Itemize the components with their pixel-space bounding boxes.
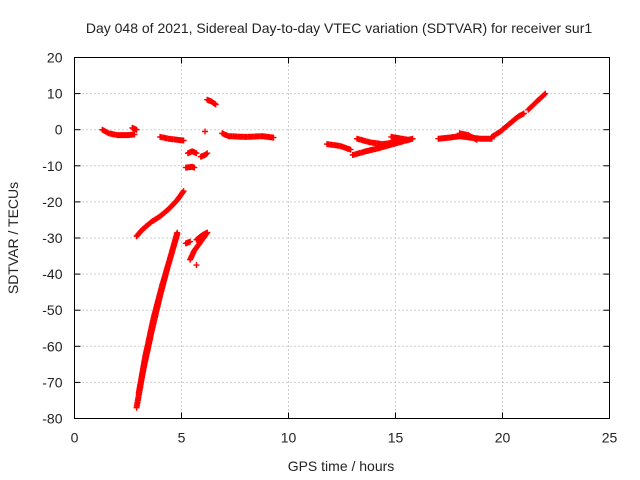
data-points: [99, 90, 549, 411]
y-axis: 20 10 0 -10 -20 -30 -40 -50 -60 -70 -80: [42, 50, 610, 427]
data-segment: [182, 238, 194, 247]
x-axis: 0 5 10 15 20 25: [71, 57, 618, 446]
data-point-markers: [157, 133, 187, 144]
y-tick-label: 10: [47, 86, 63, 102]
y-tick-label: -10: [42, 158, 62, 174]
x-tick-label: 5: [178, 430, 186, 446]
y-tick-label: -70: [42, 374, 62, 390]
data-point-markers: [204, 96, 219, 108]
data-point-markers: [133, 188, 187, 240]
data-segment: [184, 148, 200, 157]
y-tick-label: -50: [42, 302, 62, 318]
data-point-markers: [182, 238, 194, 247]
data-segment: [324, 141, 354, 153]
data-segment: [388, 133, 412, 143]
data-segment: [135, 229, 181, 397]
x-tick-label: 15: [388, 430, 404, 446]
y-tick-label: -40: [42, 266, 62, 282]
data-segment: [133, 188, 187, 240]
data-segment: [204, 96, 219, 108]
x-tick-label: 10: [281, 430, 297, 446]
data-segment: [99, 126, 138, 139]
data-point-markers: [129, 124, 140, 133]
data-segment: [456, 130, 480, 143]
data-point-markers: [456, 130, 480, 143]
data-point-markers: [184, 148, 200, 157]
data-segment: [193, 262, 200, 269]
data-point-markers: [182, 163, 198, 171]
data-point-markers: [193, 229, 211, 243]
data-segment: [157, 133, 187, 144]
y-tick-label: -30: [42, 230, 62, 246]
data-segment: [354, 135, 399, 148]
data-point-markers: [99, 126, 138, 139]
x-tick-label: 20: [495, 430, 511, 446]
y-tick-label: -60: [42, 338, 62, 354]
data-point-markers: [388, 133, 412, 143]
data-point-markers: [193, 262, 200, 269]
data-point-markers: [219, 130, 277, 141]
x-tick-label: 25: [602, 430, 618, 446]
y-tick-label: -20: [42, 194, 62, 210]
data-point-markers: [488, 110, 527, 140]
data-segment: [182, 163, 198, 171]
data-segment: [197, 150, 211, 160]
data-segment: [488, 110, 527, 140]
data-point-markers: [135, 229, 181, 397]
data-point-markers: [525, 90, 549, 113]
data-segment: [219, 130, 277, 141]
data-segment: [202, 128, 209, 135]
data-segment: [193, 229, 211, 243]
y-tick-label: 0: [55, 122, 63, 138]
data-point-markers: [202, 128, 209, 135]
y-axis-label: SDTVAR / TECUs: [5, 182, 21, 294]
data-segment: [129, 124, 140, 133]
y-tick-label: -80: [42, 411, 62, 427]
data-point-markers: [354, 135, 399, 148]
grid: [74, 57, 610, 419]
x-tick-label: 0: [71, 430, 79, 446]
data-point-markers: [324, 141, 354, 153]
y-tick-label: 20: [47, 50, 63, 66]
data-segment: [525, 90, 549, 113]
data-point-markers: [197, 150, 211, 160]
chart-title: Day 048 of 2021, Sidereal Day-to-day VTE…: [86, 20, 592, 36]
x-axis-label: GPS time / hours: [288, 458, 395, 474]
